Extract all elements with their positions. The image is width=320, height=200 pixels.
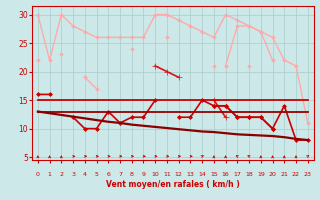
X-axis label: Vent moyen/en rafales ( km/h ): Vent moyen/en rafales ( km/h ) (106, 180, 240, 189)
